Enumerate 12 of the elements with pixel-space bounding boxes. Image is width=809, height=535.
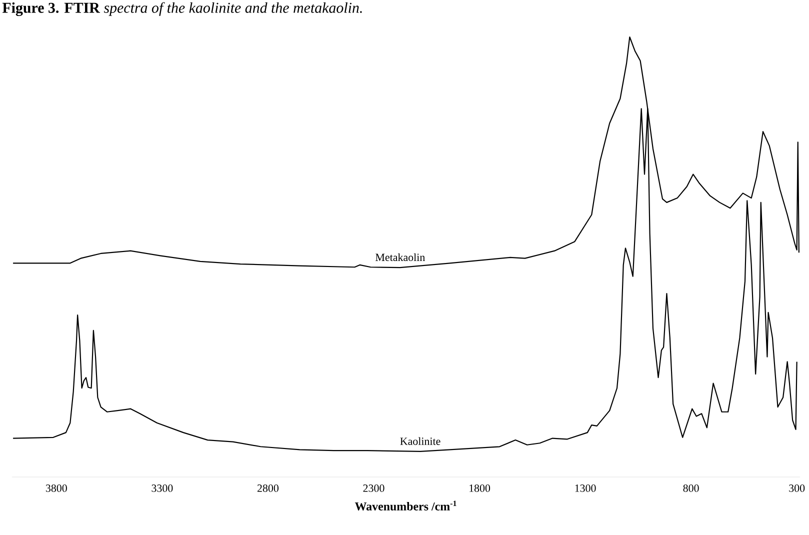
series-label: Kaolinite [400,437,440,445]
x-tick-label: 1300 [575,484,596,492]
x-tick-label: 3800 [46,484,67,492]
x-tick-label: 3300 [152,484,173,492]
x-axis-title: Wavenumbers /cm$^{-1}$ [354,500,456,511]
x-tick-label: 800 [683,484,699,492]
x-tick-label: 300 [789,484,805,492]
x-tick-label: 2300 [363,484,384,492]
x-tick-label: 2800 [257,484,279,492]
chart-title: Figure 3. FTIR spectra of the kaolinite and the metakaolin. [2,2,362,16]
series-label: Metakaolin [376,253,425,262]
x-tick-label: 1800 [470,484,490,492]
